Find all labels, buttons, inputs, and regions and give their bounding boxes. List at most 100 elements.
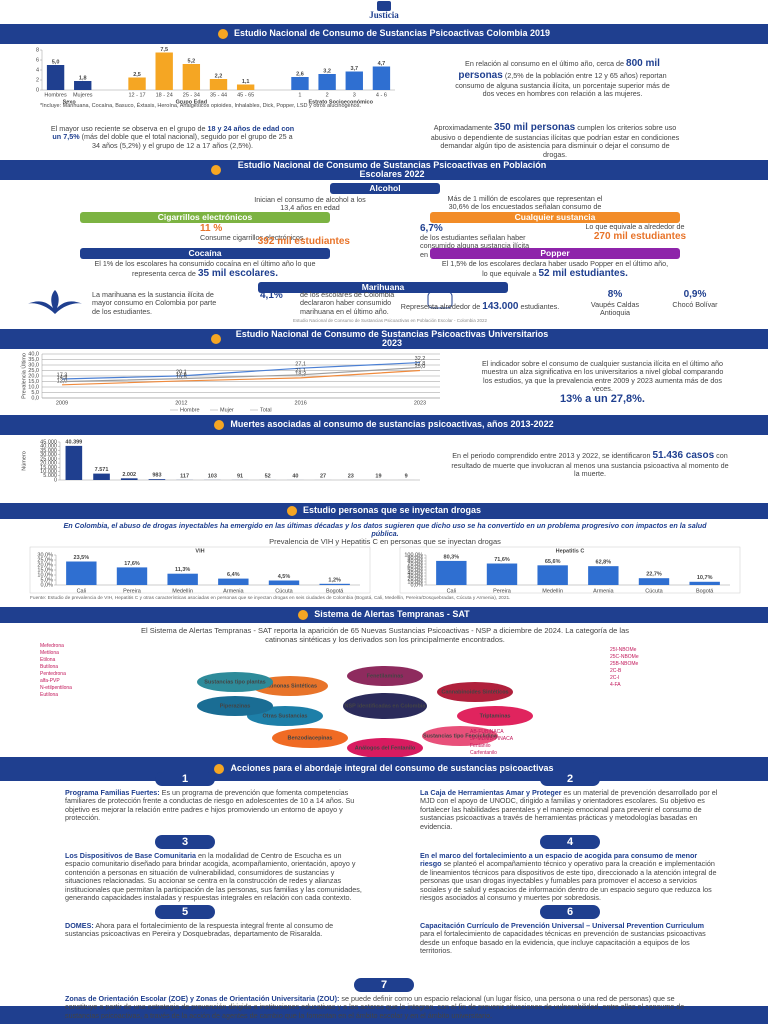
nsp-item: alfa-PVP — [40, 678, 150, 685]
nsp-category — [197, 672, 273, 692]
text-part: La marihuana es la sustancia ilícita de … — [92, 290, 217, 316]
nsp-category-label: Fenetilaminas — [367, 673, 404, 679]
subtitle: Prevalencia de VIH y Hepatitis C en pers… — [150, 537, 620, 547]
text-part: estudiantes. — [520, 302, 560, 311]
y-tick-label: 30.000 — [40, 452, 57, 458]
y-tick-label: 25.000 — [40, 456, 57, 462]
value-label: 19 — [375, 473, 381, 479]
text-part: 18 y 24 años de edad con un 7,5% — [52, 124, 295, 142]
text-part: El indicador sobre el consumo de cualqui… — [481, 359, 724, 394]
text-part: 350 mil personas — [494, 122, 576, 133]
nsp-category — [457, 706, 533, 726]
nsp-category — [437, 682, 513, 702]
nsp-center-label: NSP identificadas en Colombia — [345, 703, 427, 709]
nsp-item: Carfentanilo — [470, 750, 580, 757]
value-label: 20,1 — [176, 369, 187, 375]
text-part: Lo que equivale a alrededor de — [585, 222, 685, 231]
x-tick-label: 4 - 6 — [376, 92, 387, 98]
text-part: En Colombia, el abuso de drogas inyectab… — [63, 521, 707, 539]
header-icon — [211, 334, 221, 344]
cannabis-icon — [27, 290, 83, 314]
x-tick-label: Armenia — [223, 588, 244, 594]
text-part: En relación al consumo en el último año,… — [465, 59, 625, 68]
text-part: La Caja de Herramientas Amar y Proteger — [420, 788, 562, 797]
age-text: El mayor uso reciente se observa en el g… — [50, 124, 295, 150]
nsp-category-label: Catinonas Sintéticas — [263, 683, 317, 689]
value-label: 9 — [405, 473, 408, 479]
value-label: 1,1 — [242, 79, 250, 85]
text-part: 270 mil estudiantes — [593, 231, 687, 242]
category-label: Cualquier sustancia — [430, 212, 680, 223]
legend-label: Hombre — [180, 407, 200, 413]
text-part: 2C-B — [610, 668, 622, 674]
marihuana-mid: de los escolares de Colombia declararon … — [300, 290, 395, 316]
bar — [319, 583, 350, 585]
value-label: 2,2 — [215, 73, 223, 79]
text-part: Programa Familias Fuertes: — [65, 788, 160, 797]
item-text: DOMES: Ahora para el fortalecimiento de … — [65, 921, 365, 939]
nsp-category — [347, 666, 423, 686]
text-part: cumplen los criterios sobre uso abusivo … — [430, 123, 680, 159]
text-part: Los Dispositivos de Base Comunitaria — [65, 851, 197, 860]
source: Fuente: Estudio de prevalencia de VIH, H… — [30, 596, 740, 602]
y-tick-label: 5.000 — [43, 473, 57, 479]
marihuana-circle: Representa alrededor de 143.000 estudian… — [400, 301, 560, 313]
x-tick-label: 35 - 44 — [210, 92, 227, 98]
y-tick-label: 30,0 — [28, 362, 39, 368]
text-part: para el fortalecimiento de capacidades t… — [420, 929, 706, 956]
nsp-item: Metilona — [40, 650, 150, 657]
text-part: 392 mil estudiantes — [257, 236, 350, 247]
text-part: *Incluye: Marihuana, Cocaína, Basuco, Éx… — [40, 103, 362, 109]
chart-frame — [399, 546, 741, 594]
text-part: Etilona — [40, 657, 56, 663]
nsp-category-label: Cannabinoides Sintéticos — [441, 689, 508, 695]
y-axis-label: Número — [21, 451, 27, 471]
series-line — [61, 369, 421, 386]
value-label: 14,9 — [57, 375, 68, 381]
x-tick-label: Pereira — [123, 588, 142, 594]
text-part: 8% — [607, 289, 623, 300]
nsp-item: Mefedrona — [40, 643, 150, 650]
y-tick-label: 35.000 — [40, 448, 57, 454]
bar — [120, 478, 138, 480]
y-tick-label: 60,0% — [407, 564, 423, 570]
y-tick-label: 100,0% — [404, 552, 423, 558]
bar — [638, 578, 670, 585]
leaf-icon — [27, 290, 83, 314]
bar — [65, 445, 83, 480]
section-title: Sistema de Alertas Tempranas - SAT — [314, 609, 470, 620]
footer-bar — [0, 1006, 768, 1024]
value-label: 71,6% — [494, 557, 510, 563]
y-tick-label: 20,0 — [28, 373, 39, 379]
value-label: 10,7% — [697, 575, 713, 581]
x-tick-label: 2 — [326, 92, 329, 98]
y-tick-label: 0 — [54, 477, 57, 483]
value-label: 23 — [348, 473, 354, 479]
circle-icon — [427, 291, 453, 309]
nsp-item: Etilona — [40, 657, 150, 664]
y-tick-label: 6 — [36, 57, 39, 63]
nsp-category-label: Análogos del Fentanilo — [355, 745, 416, 751]
text-part: Es un programa de prevención que fomenta… — [65, 788, 355, 823]
x-tick-label: 2023 — [414, 400, 426, 406]
text-part: Chocó Bolívar — [672, 300, 718, 309]
nsp-category-label: Benzodiacepinas — [288, 735, 333, 741]
value-label: 23,5% — [74, 555, 90, 561]
text-part: El 1% de los escolares ha consumido coca… — [94, 259, 316, 279]
any-right: Lo que equivale a alrededor de — [580, 222, 690, 231]
category-label: Alcohol — [330, 183, 440, 194]
y-tick-label: 35,0 — [28, 357, 39, 363]
text-part: en la modalidad de Centro de Escucha es … — [65, 851, 362, 903]
y-tick-label: 25,0% — [37, 557, 53, 563]
sat-text: El Sistema de Alertas Tempranas - SAT re… — [130, 626, 640, 645]
nsp-item: Fentanilo — [470, 743, 580, 750]
text-part: 25I-NBOMe — [610, 647, 637, 653]
y-tick-label: 5,0 — [31, 390, 39, 396]
bar — [209, 79, 228, 90]
section-title: Estudio Nacional de Consumo de Sustancia… — [235, 328, 549, 348]
item-number: 6 — [540, 905, 600, 919]
x-tick-label: 1 — [298, 92, 301, 98]
value-label: 91 — [237, 473, 243, 479]
text-part: 0,9% — [683, 289, 707, 300]
